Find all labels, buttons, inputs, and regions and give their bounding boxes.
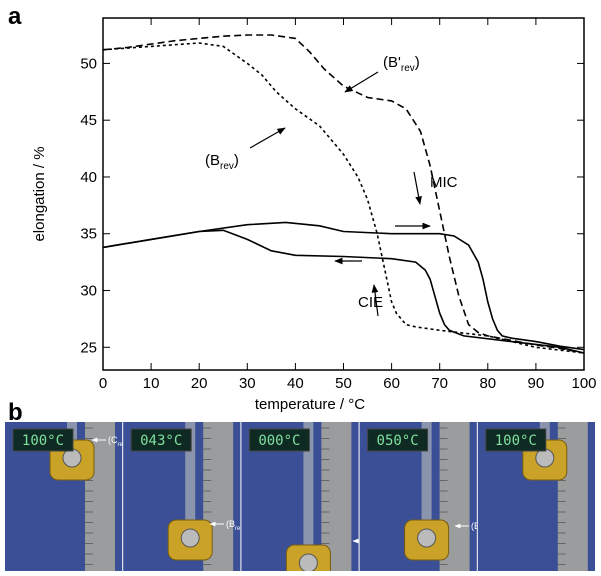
curve <box>102 221 585 351</box>
annotation: CIE <box>358 294 383 311</box>
temperature-display: 100°C <box>22 433 64 449</box>
y-tick-label: 25 <box>80 339 97 356</box>
annotation-part: ) <box>234 152 239 169</box>
x-tick-label: 80 <box>479 375 496 392</box>
display-bg <box>130 428 192 452</box>
screw <box>535 448 555 468</box>
annotation-part: (B <box>205 152 220 169</box>
arrow <box>371 284 379 317</box>
x-axis-label: temperature / °C <box>255 396 365 413</box>
display-bg <box>485 428 547 452</box>
curve <box>102 34 585 354</box>
screw <box>62 448 82 468</box>
x-tick-label: 20 <box>191 375 208 392</box>
y-tick-label: 30 <box>80 283 97 300</box>
photo-strip: 100°C(Crev)043°C(Brev)000°C(A)050°C(B're… <box>5 422 595 576</box>
temperature-display: 043°C <box>140 433 182 449</box>
rod <box>185 422 196 520</box>
screw <box>298 553 318 573</box>
temperature-display: 100°C <box>495 433 537 449</box>
annotation-part: ) <box>415 54 420 71</box>
y-tick-label: 45 <box>80 112 97 129</box>
arrow <box>344 71 379 93</box>
annotation-part: CIE <box>358 294 383 311</box>
panel-label: a <box>8 3 22 30</box>
arrow <box>413 171 422 205</box>
annotation-part: rev <box>220 161 234 172</box>
y-tick-label: 50 <box>80 55 97 72</box>
x-tick-label: 70 <box>431 375 448 392</box>
x-tick-label: 10 <box>143 375 160 392</box>
x-tick-label: 100 <box>571 375 596 392</box>
y-tick-label: 35 <box>80 226 97 243</box>
display-bg <box>248 428 310 452</box>
y-axis-label: elongation / % <box>31 146 48 241</box>
x-tick-label: 90 <box>528 375 545 392</box>
annotation-part: (B' <box>383 54 401 71</box>
x-tick-label: 0 <box>99 375 107 392</box>
photo-label-part: (C <box>108 435 118 445</box>
display-bg <box>367 428 429 452</box>
x-tick-label: 60 <box>383 375 400 392</box>
x-tick-label: 50 <box>335 375 352 392</box>
annotation-part: rev <box>401 63 415 74</box>
panel-label: b <box>8 399 23 426</box>
y-tick-label: 40 <box>80 169 97 186</box>
photo-label-part: (B' <box>471 521 482 531</box>
annotation: (Brev) <box>205 152 239 172</box>
temperature-display: 050°C <box>377 433 419 449</box>
rod <box>421 422 432 520</box>
temperature-display: 000°C <box>258 433 300 449</box>
plot-frame <box>102 17 585 371</box>
x-tick-label: 30 <box>239 375 256 392</box>
annotation: (B'rev) <box>383 54 420 74</box>
annotation: MIC <box>430 174 458 191</box>
photo-label-part: rev <box>118 442 126 448</box>
annotation-part: MIC <box>430 174 458 191</box>
display-bg <box>12 428 74 452</box>
screw <box>180 528 200 548</box>
rod <box>303 422 314 545</box>
screw <box>417 528 437 548</box>
photo-label-part: rev <box>235 526 243 532</box>
arrow <box>249 127 286 149</box>
photo-label-part: (B <box>226 519 235 529</box>
curve <box>102 42 585 354</box>
x-tick-label: 40 <box>287 375 304 392</box>
curve <box>102 229 585 354</box>
